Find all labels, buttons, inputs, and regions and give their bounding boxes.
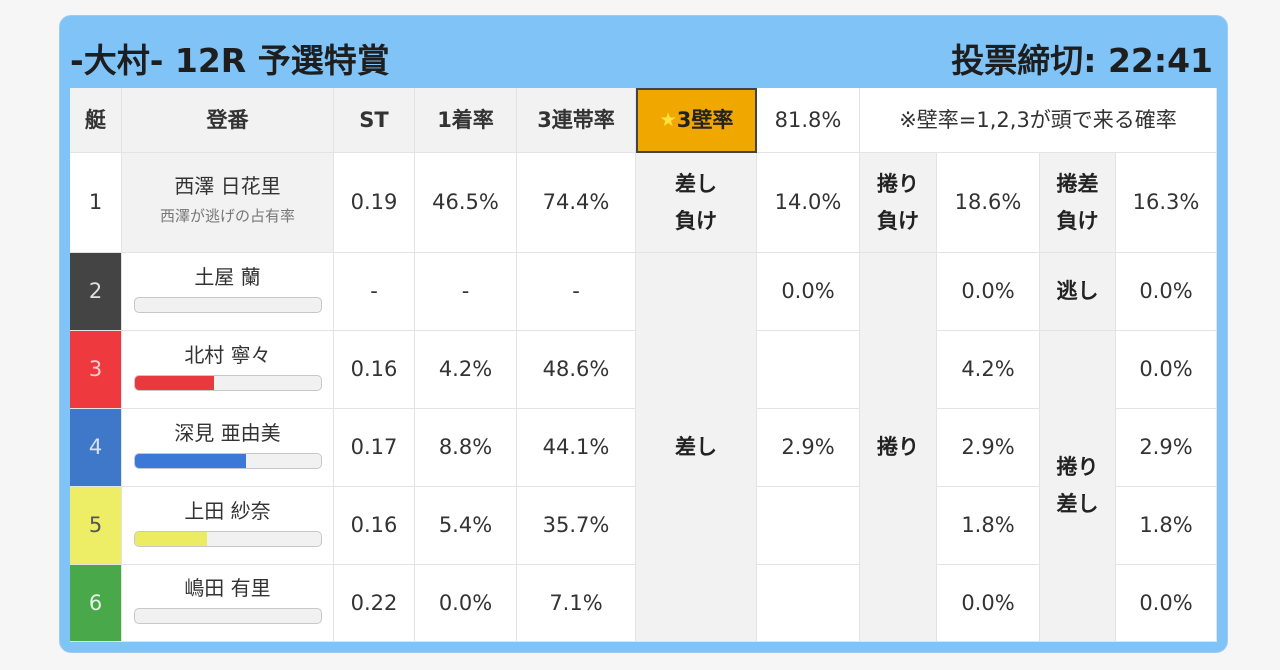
sashi-value-lane6 <box>757 565 860 642</box>
sashi-lose-label: 差し 負け <box>636 153 757 253</box>
header-lane: 艇 <box>70 88 122 153</box>
racer-cell: 北村 寧々 <box>122 331 334 409</box>
lane-number: 3 <box>70 331 122 409</box>
lane-number: 2 <box>70 253 122 331</box>
lane-number: 6 <box>70 565 122 642</box>
lane-number: 4 <box>70 409 122 487</box>
star-icon: ★ <box>659 108 677 131</box>
makuri-lose-value: 18.6% <box>937 153 1040 253</box>
header-st: ST <box>334 88 415 153</box>
racer-name: 土屋 蘭 <box>194 264 261 289</box>
lane-number: 5 <box>70 487 122 565</box>
makurizashi-label: 捲り 差し <box>1040 331 1116 642</box>
racer-name: 深見 亜由美 <box>174 420 281 445</box>
first-place-rate: 46.5% <box>415 153 517 253</box>
betting-deadline: 投票締切: 22:41 <box>951 41 1213 80</box>
racer-cell: 深見 亜由美 <box>122 409 334 487</box>
rate-bar <box>133 452 322 469</box>
sashi-value-lane5 <box>757 487 860 565</box>
top3-rate: - <box>517 253 636 331</box>
makurizashi-value-lane3: 0.0% <box>1116 331 1217 409</box>
makuri-label: 捲り <box>860 253 937 642</box>
label-line-2: 負け <box>675 208 717 233</box>
racer-name: 嶋田 有里 <box>184 576 271 600</box>
label-line-2: 負け <box>877 208 919 233</box>
label-line-2: 差し <box>1056 492 1099 516</box>
nige-label: 逃し <box>1040 253 1116 331</box>
makuri-value-lane5: 1.8% <box>937 487 1040 565</box>
wall-rate-label: 3壁率 <box>676 108 734 133</box>
wall-rate-value: 81.8% <box>757 88 860 153</box>
start-timing: 0.16 <box>334 487 415 565</box>
top3-rate: 74.4% <box>517 153 636 253</box>
makuri-value-lane4: 2.9% <box>937 409 1040 487</box>
header-trifecta-rate: 3連帯率 <box>517 88 636 153</box>
first-place-rate: 4.2% <box>415 331 517 409</box>
rate-bar <box>133 608 322 624</box>
start-timing: 0.17 <box>334 409 415 487</box>
start-timing: - <box>334 253 415 331</box>
header-win-rate: 1着率 <box>415 88 517 153</box>
rate-bar-fill <box>134 453 247 468</box>
escape-share-caption: 西澤が逃げの占有率 <box>159 206 295 225</box>
sashi-label: 差し <box>636 253 757 642</box>
lane-number: 1 <box>70 153 122 253</box>
label-line-1: 捲り <box>877 171 919 196</box>
sashi-value-lane2: 0.0% <box>757 253 860 331</box>
top3-rate: 48.6% <box>517 331 636 409</box>
wall-rate-note: ※壁率=1,2,3が頭で来る確率 <box>860 88 1217 153</box>
makurizashi-value-lane5: 1.8% <box>1116 487 1217 565</box>
label-line-2: 負け <box>1056 208 1099 233</box>
sashi-value-lane3 <box>757 331 860 409</box>
label-line-1: 捲差 <box>1056 171 1099 196</box>
makuri-lose-label: 捲り 負け <box>860 153 937 253</box>
start-timing: 0.22 <box>334 565 415 642</box>
rate-bar <box>133 374 322 391</box>
racer-cell: 嶋田 有里 <box>122 565 334 642</box>
top3-rate: 35.7% <box>517 487 636 565</box>
makuri-value-lane2: 0.0% <box>937 253 1040 331</box>
rate-bar-fill <box>134 375 215 390</box>
start-timing: 0.19 <box>334 153 415 253</box>
racer-name: 上田 紗奈 <box>184 498 271 523</box>
racer-cell: 土屋 蘭 <box>122 253 334 331</box>
nige-value: 0.0% <box>1116 253 1217 331</box>
racer-cell: 西澤 日花里西澤が逃げの占有率 <box>122 153 334 253</box>
racer-name: 西澤 日花里 <box>174 173 281 198</box>
label-line-1: 差し <box>675 171 717 196</box>
makurizashi-value-lane6: 0.0% <box>1116 565 1217 642</box>
race-title: -大村- 12R 予選特賞 <box>70 41 390 80</box>
first-place-rate: 5.4% <box>415 487 517 565</box>
racer-name: 北村 寧々 <box>184 342 271 367</box>
rate-bar-fill <box>134 531 208 546</box>
header-wall-rate: ★ 3壁率 <box>636 88 757 153</box>
top3-rate: 7.1% <box>517 565 636 642</box>
rate-bar <box>133 296 322 313</box>
makurizashi-value-lane4: 2.9% <box>1116 409 1217 487</box>
first-place-rate: - <box>415 253 517 331</box>
sashi-value-lane4: 2.9% <box>757 409 860 487</box>
start-timing: 0.16 <box>334 331 415 409</box>
rate-bar <box>133 530 322 547</box>
label-line-1: 捲り <box>1056 455 1099 480</box>
makuri-value-lane6: 0.0% <box>937 565 1040 642</box>
first-place-rate: 8.8% <box>415 409 517 487</box>
makurizashi-lose-label: 捲差 負け <box>1040 153 1116 253</box>
makuri-value-lane3: 4.2% <box>937 331 1040 409</box>
sashi-lose-value: 14.0% <box>757 153 860 253</box>
first-place-rate: 0.0% <box>415 565 517 642</box>
header-name: 登番 <box>122 88 334 153</box>
racer-cell: 上田 紗奈 <box>122 487 334 565</box>
top3-rate: 44.1% <box>517 409 636 487</box>
makurizashi-lose-value: 16.3% <box>1116 153 1217 253</box>
